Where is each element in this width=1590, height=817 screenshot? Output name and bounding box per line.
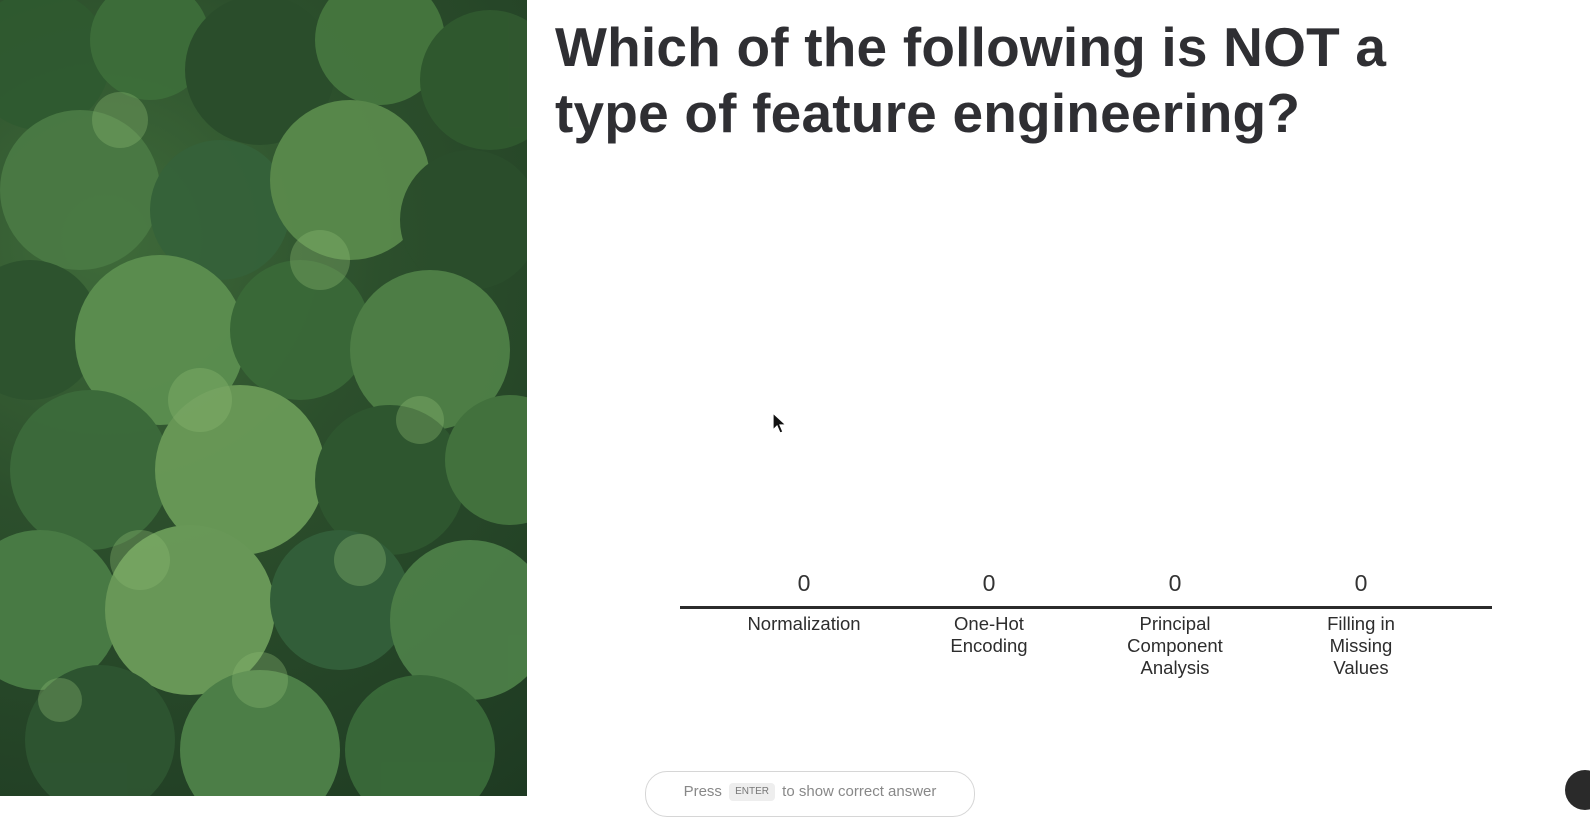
enter-key-badge: ENTER [729,783,775,802]
corner-widget[interactable] [1565,770,1590,810]
hint-prefix: Press [683,783,722,800]
show-answer-hint[interactable]: Press ENTER to show correct answer [645,771,975,817]
option-label: Normalization [747,613,861,634]
option-label: Filling in Missing Values [1327,613,1395,678]
bar-value-label: 0 [1354,570,1368,596]
results-bar-chart: 0 Normalization 0 One-Hot Encoding 0 Pri… [680,560,1492,690]
option-label: One-Hot Encoding [950,613,1028,656]
bar-value-label: 0 [982,570,996,596]
option-principal-component-analysis: 0 Principal Component Analysis [1090,560,1260,679]
bar-value-label: 0 [797,570,811,596]
mouse-cursor-icon [772,411,788,441]
chart-baseline [680,606,1492,609]
forest-background-image [0,0,527,796]
option-filling-in-missing-values: 0 Filling in Missing Values [1276,560,1446,679]
question-title: Which of the following is NOT a type of … [555,16,1387,144]
bar-value-label: 0 [1168,570,1182,596]
option-label: Principal Component Analysis [1127,613,1223,678]
hint-suffix: to show correct answer [782,783,937,800]
option-one-hot-encoding: 0 One-Hot Encoding [904,560,1074,657]
option-normalization: 0 Normalization [719,560,889,635]
